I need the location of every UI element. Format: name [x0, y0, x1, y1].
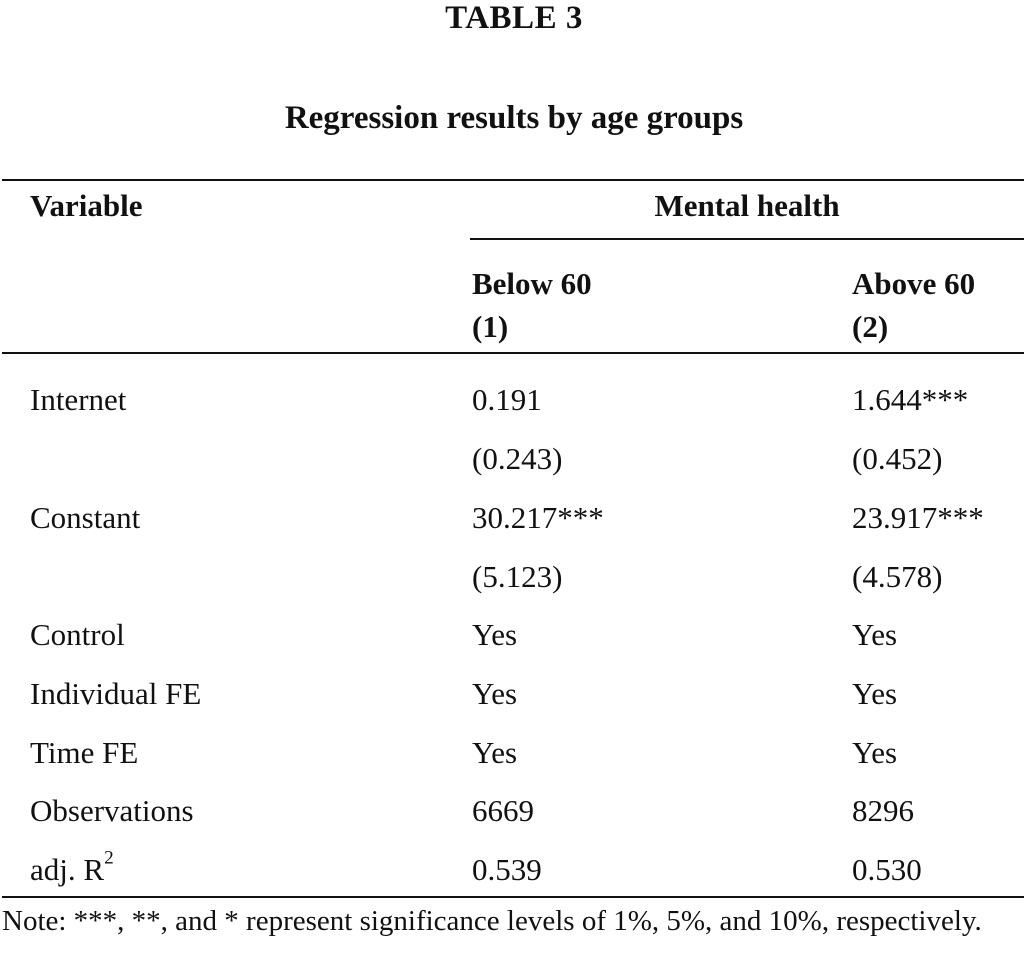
row-col1: (0.243)	[472, 441, 563, 476]
table-title: Regression results by age groups	[284, 100, 744, 136]
row-col2: 23.917***	[852, 500, 984, 535]
group-rule	[470, 238, 1024, 240]
row-col1: 30.217***	[472, 500, 604, 535]
table-note: Note: ***, **, and * represent significa…	[2, 905, 982, 937]
table-label: TABLE 3	[445, 0, 583, 36]
row-col2: 0.530	[852, 852, 922, 887]
row-col1: Yes	[472, 617, 518, 652]
row-label: Observations	[30, 793, 194, 828]
bottom-rule	[2, 896, 1024, 898]
row-col1: 0.539	[472, 852, 542, 887]
row-label: Individual FE	[30, 676, 202, 711]
row-label: Time FE	[30, 735, 139, 770]
row-label: adj. R	[30, 852, 105, 887]
header-rule	[2, 352, 1024, 354]
header-col1-number: (1)	[472, 309, 509, 344]
row-col1: 0.191	[472, 382, 542, 417]
row-col2: (4.578)	[852, 559, 943, 594]
header-col2-number: (2)	[852, 309, 889, 344]
row-col2: Yes	[852, 676, 898, 711]
row-col2: 8296	[852, 793, 914, 828]
row-col1: 6669	[472, 793, 534, 828]
header-col2-name: Above 60	[852, 266, 976, 301]
row-col1: Yes	[472, 735, 518, 770]
row-col2: Yes	[852, 735, 898, 770]
header-col1-name: Below 60	[472, 266, 592, 301]
row-col2: 1.644***	[852, 382, 969, 417]
header-variable: Variable	[30, 188, 143, 223]
row-label: Constant	[30, 500, 141, 535]
row-label: Internet	[30, 382, 127, 417]
row-col2: (0.452)	[852, 441, 943, 476]
header-mental-health: Mental health	[654, 188, 840, 223]
superscript: 2	[104, 847, 114, 869]
row-col1: Yes	[472, 676, 518, 711]
row-col1: (5.123)	[472, 559, 563, 594]
top-rule	[2, 179, 1024, 181]
row-label: Control	[30, 617, 125, 652]
row-label-adj-r2: adj. R2	[30, 849, 114, 888]
row-col2: Yes	[852, 617, 898, 652]
